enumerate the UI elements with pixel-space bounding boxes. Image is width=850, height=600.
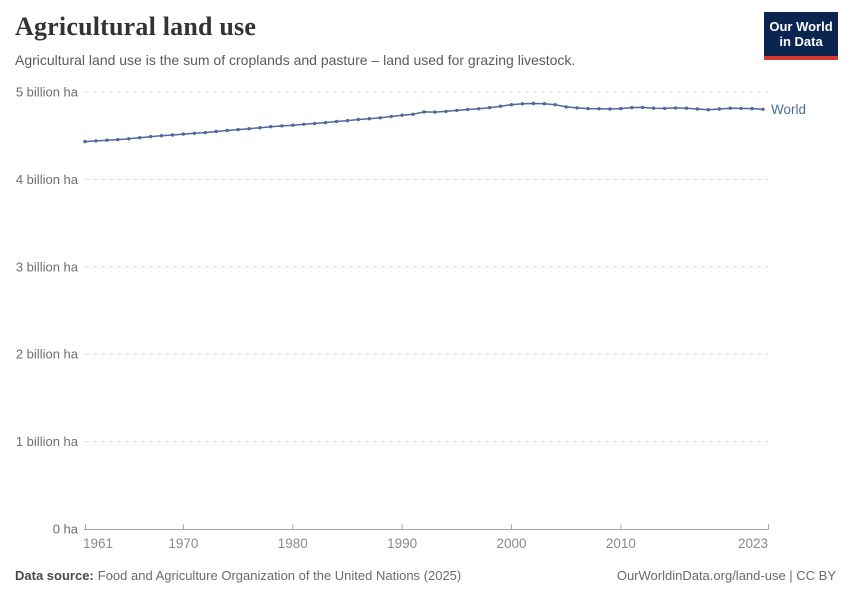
data-point [553,103,557,107]
data-point [477,107,481,111]
data-point [466,107,470,112]
page-subtitle: Agricultural land use is the sum of crop… [15,52,576,68]
data-point [214,129,218,134]
data-point [170,133,175,137]
data-point [269,125,273,129]
data-point [761,107,765,112]
data-point [520,102,525,106]
data-point [717,107,721,111]
x-axis-tick-label: 2023 [738,536,768,551]
data-point [706,108,710,112]
line-chart-canvas: 0 ha 1 billion ha 2 billion ha 3 billion ha… [16,85,806,552]
data-point [323,120,328,125]
data-point [422,110,426,114]
data-point [630,105,634,110]
data-point [641,105,645,110]
data-point [400,113,404,117]
data-point [367,117,371,121]
y-axis-tick-label: 2 billion ha [16,347,79,362]
data-point [138,136,142,140]
data-point [247,127,251,131]
data-point [181,132,186,136]
x-axis-tick-label: 1980 [278,536,308,551]
page-title: Agricultural land use [15,12,257,41]
data-point [455,108,459,113]
data-point [280,124,284,128]
owid-logo-line2: in Data [779,34,823,50]
data-point [94,139,98,143]
credit-link[interactable]: OurWorldinData.org/land-use | CC BY [616,568,836,583]
data-point [542,102,546,106]
series-label-world: World [771,102,806,117]
y-axis-tick-label: 4 billion ha [16,172,79,187]
data-point [192,131,197,135]
chart-footer: Data source: Food and Agriculture Organiz… [15,568,836,583]
data-point [203,130,207,135]
data-source-text: Food and Agriculture Organization of the… [97,568,462,583]
data-point [334,119,339,124]
data-source: Data source: Food and Agriculture Organiz… [15,568,461,583]
series-line-world [84,102,764,143]
data-point [411,112,415,117]
y-axis-tick-label: 3 billion ha [16,259,79,274]
data-point [312,121,317,126]
data-point [487,106,492,110]
data-point [608,107,612,111]
data-point [695,107,700,111]
y-axis-tick-label: 5 billion ha [16,85,79,100]
x-axis-tick-label: 2000 [496,536,526,551]
data-point [433,110,437,114]
x-axis-tick-label: 1961 [83,536,113,551]
x-axis-tick-label: 1990 [387,536,417,551]
data-point [148,134,153,139]
owid-logo[interactable]: Our World in Data [764,12,838,60]
data-point [105,138,109,142]
data-point [159,134,164,138]
data-point [684,106,689,110]
data-point [116,137,120,142]
data-point [345,118,350,123]
data-point [575,106,579,110]
data-point [619,106,623,111]
data-source-label: Data source: [15,568,94,583]
data-point [531,101,536,106]
data-point [236,127,240,132]
data-point [597,107,601,111]
data-point [356,117,361,122]
data-point [498,104,503,108]
data-point [728,106,732,110]
data-point [750,106,754,111]
data-point [378,116,382,120]
x-axis-tick-label: 2010 [606,536,636,551]
data-point [662,106,667,111]
data-point [225,128,229,133]
data-point [83,139,87,144]
data-point [564,105,568,109]
data-point [302,122,306,127]
data-point [258,126,262,130]
owid-logo-line1: Our World [769,19,833,34]
x-axis-tick-label: 1970 [168,536,198,551]
data-point [739,106,743,111]
data-point [389,114,393,119]
data-point [673,106,678,110]
data-point [291,123,295,127]
data-point [586,106,590,111]
data-point [509,103,514,107]
y-axis-tick-label: 0 ha [53,522,79,537]
data-point [444,109,448,114]
y-axis-tick-label: 1 billion ha [16,434,79,449]
data-point [127,137,131,141]
data-point [651,106,656,110]
